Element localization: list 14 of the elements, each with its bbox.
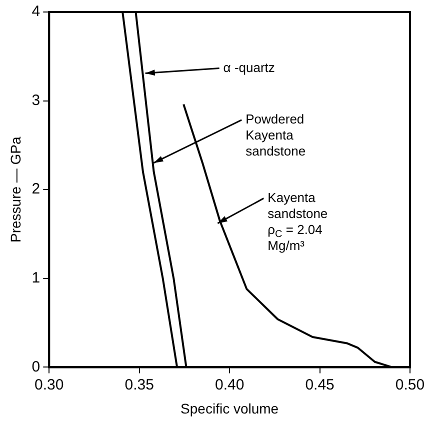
y-tick-label: 1	[32, 270, 40, 287]
x-axis-title: Specific volume	[180, 400, 279, 416]
annotation: Powdered Kayenta sandstone	[246, 112, 306, 159]
y-axis-title: Pressure — GPa	[7, 136, 24, 243]
y-tick-label: 4	[32, 3, 40, 20]
x-tick-label: 0.30	[34, 376, 64, 394]
y-tick-label: 2	[32, 180, 40, 198]
x-tick-label: 0.50	[395, 376, 425, 394]
annotation: α -quartz	[223, 60, 275, 75]
x-tick-label: 0.45	[305, 376, 334, 394]
x-tick-label: 0.40	[214, 376, 244, 394]
x-tick-label: 0.35	[124, 376, 154, 394]
y-tick-label: 0	[32, 358, 40, 376]
y-tick-label: 3	[32, 92, 40, 109]
